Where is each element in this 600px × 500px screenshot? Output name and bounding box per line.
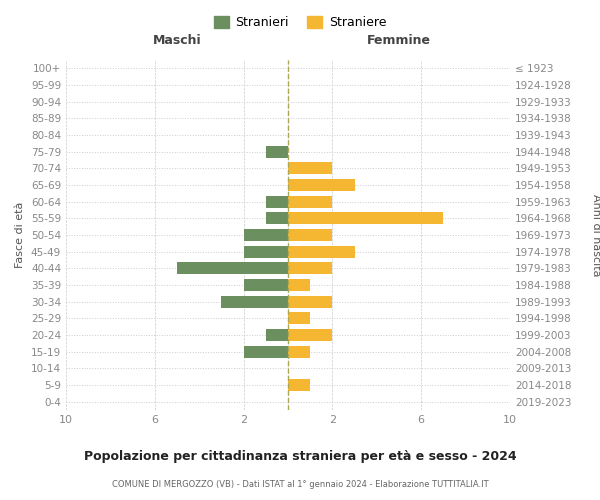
Bar xyxy=(288,229,332,241)
Bar xyxy=(288,346,310,358)
Bar xyxy=(288,212,443,224)
Legend: Stranieri, Straniere: Stranieri, Straniere xyxy=(209,11,391,34)
Bar xyxy=(288,179,355,191)
Bar xyxy=(244,229,288,241)
Bar xyxy=(221,296,288,308)
Text: COMUNE DI MERGOZZO (VB) - Dati ISTAT al 1° gennaio 2024 - Elaborazione TUTTITALI: COMUNE DI MERGOZZO (VB) - Dati ISTAT al … xyxy=(112,480,488,489)
Bar xyxy=(288,246,355,258)
Bar xyxy=(288,279,310,291)
Bar xyxy=(288,196,332,207)
Bar xyxy=(288,162,332,174)
Bar xyxy=(288,329,332,341)
Bar xyxy=(244,279,288,291)
Y-axis label: Fasce di età: Fasce di età xyxy=(16,202,25,268)
Bar xyxy=(266,196,288,207)
Bar xyxy=(177,262,288,274)
Bar xyxy=(288,262,332,274)
Bar xyxy=(288,296,332,308)
Text: Maschi: Maschi xyxy=(152,34,202,46)
Bar xyxy=(288,379,310,391)
Text: Popolazione per cittadinanza straniera per età e sesso - 2024: Popolazione per cittadinanza straniera p… xyxy=(83,450,517,463)
Bar xyxy=(266,146,288,158)
Bar xyxy=(266,329,288,341)
Y-axis label: Anni di nascita: Anni di nascita xyxy=(591,194,600,276)
Bar xyxy=(244,346,288,358)
Bar xyxy=(244,246,288,258)
Bar xyxy=(288,312,310,324)
Bar xyxy=(266,212,288,224)
Text: Femmine: Femmine xyxy=(367,34,431,46)
